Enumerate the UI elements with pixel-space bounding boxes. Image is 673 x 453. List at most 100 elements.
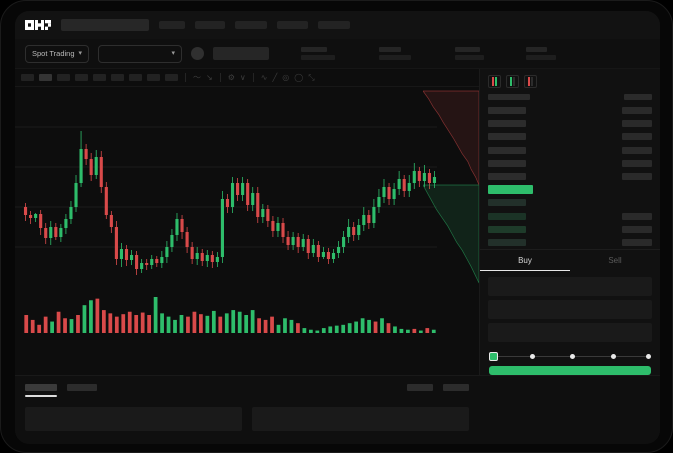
global-search-input[interactable] xyxy=(61,19,149,31)
alert-icon[interactable]: ◯ xyxy=(294,72,304,82)
candlestick-svg xyxy=(15,126,437,275)
stat-24h-high xyxy=(379,47,412,60)
trading-mode-dropdown[interactable]: Spot Trading ▾ xyxy=(25,44,90,63)
nav-item-1[interactable] xyxy=(159,21,185,29)
fullscreen-icon[interactable]: ⤡ xyxy=(308,72,315,82)
bid-price xyxy=(488,238,526,246)
tab-filter-all[interactable] xyxy=(407,384,433,391)
orderbook-ask-row[interactable] xyxy=(488,157,652,170)
orderbook-bid-row[interactable] xyxy=(488,196,652,209)
compare-icon[interactable]: ↘ xyxy=(206,72,213,82)
stat-label xyxy=(379,47,402,52)
orderbook-ask-row[interactable] xyxy=(488,170,652,183)
slider-handle[interactable] xyxy=(489,351,498,361)
tf-1w[interactable] xyxy=(147,74,160,81)
bottom-panel xyxy=(15,375,660,444)
last-price-display xyxy=(213,47,270,60)
stat-24h-volume xyxy=(526,47,557,60)
nav-item-2[interactable] xyxy=(195,21,225,29)
orderbook-ask-row[interactable] xyxy=(488,144,652,157)
tab-open-orders[interactable] xyxy=(25,384,57,397)
stat-label xyxy=(455,47,481,52)
chart-type-chevron-icon[interactable]: ∨ xyxy=(239,72,246,82)
slider-stop-25[interactable] xyxy=(529,353,535,359)
tab-label xyxy=(407,384,433,391)
tf-1m[interactable] xyxy=(21,74,34,81)
orderbook-bid-row[interactable] xyxy=(488,223,652,236)
tf-4h[interactable] xyxy=(111,74,124,81)
main-content: 〜 ↘ ⚙ ∨ ∿ ╱ ◎ ◯ ⤡ xyxy=(15,69,660,375)
slider-stop-75[interactable] xyxy=(610,353,616,359)
orderbook-column-headers xyxy=(480,92,660,104)
orderbook-panel: Buy Sell xyxy=(479,69,660,375)
tf-1h[interactable] xyxy=(93,74,106,81)
toolbar-divider xyxy=(185,73,186,82)
place-buy-order-button[interactable] xyxy=(489,366,651,375)
tab-label xyxy=(67,384,97,391)
tf-1mo[interactable] xyxy=(165,74,178,81)
ask-amount xyxy=(622,120,652,128)
orderbook-ask-row[interactable] xyxy=(488,130,652,143)
slider-stop-100[interactable] xyxy=(646,353,651,359)
volume-chart xyxy=(15,287,479,347)
order-total-field[interactable] xyxy=(488,323,652,343)
ask-amount xyxy=(622,173,652,181)
settings-icon[interactable]: ⚙ xyxy=(227,72,235,82)
nav-item-4[interactable] xyxy=(277,21,308,29)
orderbook-view-asks-icon[interactable] xyxy=(524,75,537,88)
chevron-down-icon: ▾ xyxy=(171,50,176,57)
order-price-field[interactable] xyxy=(488,277,652,297)
ask-amount xyxy=(622,107,652,115)
tf-30m[interactable] xyxy=(75,74,88,81)
order-form-fields xyxy=(480,271,660,348)
bid-price xyxy=(488,225,526,233)
ask-price xyxy=(488,159,526,167)
ask-price xyxy=(488,120,526,128)
orderbook-view-bids-icon[interactable] xyxy=(506,75,519,88)
order-amount-field[interactable] xyxy=(488,300,652,320)
orders-tab-row xyxy=(25,384,469,397)
orderbook-view-both-icon[interactable] xyxy=(488,75,501,88)
candlestick-chart[interactable] xyxy=(15,87,479,287)
trading-pair-select[interactable]: ▾ xyxy=(98,44,183,63)
tf-5m[interactable] xyxy=(39,74,52,81)
tf-15m[interactable] xyxy=(57,74,70,81)
stat-value xyxy=(379,55,412,60)
volume-svg xyxy=(24,297,436,333)
stat-label xyxy=(301,47,328,52)
tf-1d[interactable] xyxy=(129,74,142,81)
orderbook-bid-row[interactable] xyxy=(488,236,652,249)
amount-percent-slider[interactable] xyxy=(489,351,651,361)
bottom-panel-right xyxy=(252,406,469,431)
nav-item-3[interactable] xyxy=(235,21,267,29)
orderbook-bid-row[interactable] xyxy=(488,210,652,223)
top-navigation-bar xyxy=(15,11,660,39)
orderbook-ask-row[interactable] xyxy=(488,104,652,117)
ask-price xyxy=(488,173,526,181)
camera-icon[interactable]: ◎ xyxy=(282,72,290,82)
tab-label xyxy=(443,384,469,391)
nav-item-5[interactable] xyxy=(318,21,350,29)
ask-price xyxy=(488,146,526,154)
active-tab-underline xyxy=(25,395,57,397)
indicator-icon[interactable]: 〜 xyxy=(193,72,201,82)
slider-stop-50[interactable] xyxy=(570,353,575,359)
bid-amount xyxy=(622,225,652,233)
chevron-down-icon: ▾ xyxy=(78,50,83,57)
current-price-highlight xyxy=(488,185,533,195)
stat-24h-change xyxy=(301,47,336,60)
orderbook-ask-row[interactable] xyxy=(488,117,652,130)
buy-sell-tabs: Buy Sell xyxy=(480,249,660,272)
app-screen: Spot Trading ▾ ▾ xyxy=(15,11,660,444)
ruler-icon[interactable]: ╱ xyxy=(272,72,278,82)
stat-value xyxy=(526,55,557,60)
bid-price xyxy=(488,212,526,220)
tab-buy[interactable]: Buy xyxy=(480,250,570,272)
orderbook-view-toggles xyxy=(480,69,660,92)
tab-hide-other-pairs[interactable] xyxy=(443,384,469,391)
bottom-panel-left xyxy=(25,406,242,431)
tab-sell[interactable]: Sell xyxy=(608,256,622,266)
tab-order-history[interactable] xyxy=(67,384,97,397)
line-chart-icon[interactable]: ∿ xyxy=(260,72,268,82)
okx-logo-icon[interactable] xyxy=(25,20,51,30)
